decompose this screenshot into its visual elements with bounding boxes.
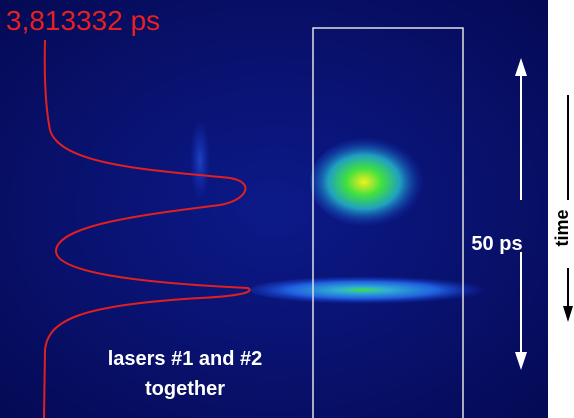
timestamp: 3,813332 ps bbox=[6, 5, 160, 36]
time-label: time bbox=[552, 209, 572, 246]
time-arrow-head bbox=[563, 306, 573, 322]
signal-blob bbox=[310, 137, 430, 227]
faint-signal bbox=[190, 120, 210, 200]
image-background bbox=[0, 0, 548, 418]
caption-line: lasers #1 and #2 bbox=[108, 348, 263, 370]
figure: 3,813332 ps 50 ps time lasers #1 and #2 … bbox=[0, 0, 574, 418]
caption-line: together bbox=[145, 378, 225, 400]
interval-label: 50 ps bbox=[471, 233, 522, 255]
